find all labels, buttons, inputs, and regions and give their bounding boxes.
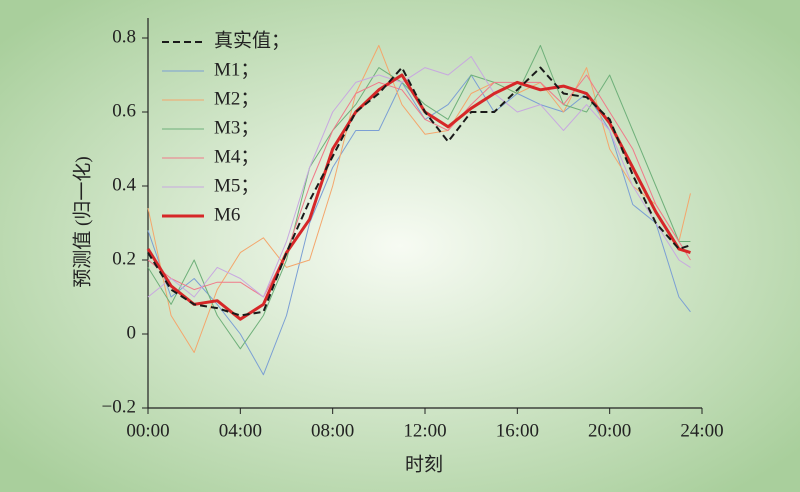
legend-label: M1； — [214, 59, 259, 80]
x-tick-label: 08:00 — [311, 420, 354, 441]
y-tick-label: −0.2 — [102, 396, 136, 417]
y-tick-label: 0 — [127, 322, 137, 343]
series-line — [147, 74, 691, 298]
legend-label: M3； — [214, 117, 259, 138]
x-tick-label: 00:00 — [126, 420, 169, 441]
x-tick-label: 04:00 — [219, 420, 262, 441]
y-tick-label: 0.2 — [112, 248, 136, 269]
x-axis-label: 时刻 — [405, 453, 443, 475]
x-tick-label: 20:00 — [588, 420, 631, 441]
x-tick-label: 16:00 — [496, 420, 539, 441]
legend-label: M2； — [214, 88, 259, 109]
legend-label: 真实值； — [214, 29, 290, 51]
x-tick-label: 24:00 — [680, 420, 723, 441]
y-tick-label: 0.8 — [112, 26, 136, 47]
series-line — [147, 66, 691, 317]
legend-label: M4； — [214, 146, 259, 167]
y-tick-label: 0.4 — [112, 174, 136, 195]
series-line — [147, 44, 691, 350]
legend-label: M5； — [214, 175, 259, 196]
y-tick-label: 0.6 — [112, 100, 136, 121]
legend-label: M6 — [214, 204, 240, 225]
y-axis-label: 预测值 (归一化) — [71, 156, 93, 287]
series-line — [147, 44, 691, 353]
series-line — [147, 56, 691, 298]
x-tick-label: 12:00 — [403, 420, 446, 441]
